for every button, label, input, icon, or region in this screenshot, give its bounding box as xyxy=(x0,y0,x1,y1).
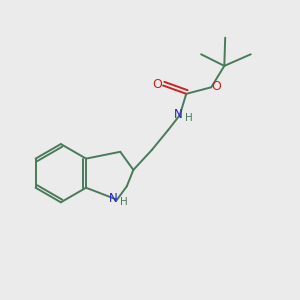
Text: H: H xyxy=(120,197,128,207)
Text: O: O xyxy=(152,77,162,91)
Text: N: N xyxy=(109,192,118,205)
Text: H: H xyxy=(185,113,193,123)
Text: O: O xyxy=(211,80,221,93)
Text: N: N xyxy=(174,108,183,121)
